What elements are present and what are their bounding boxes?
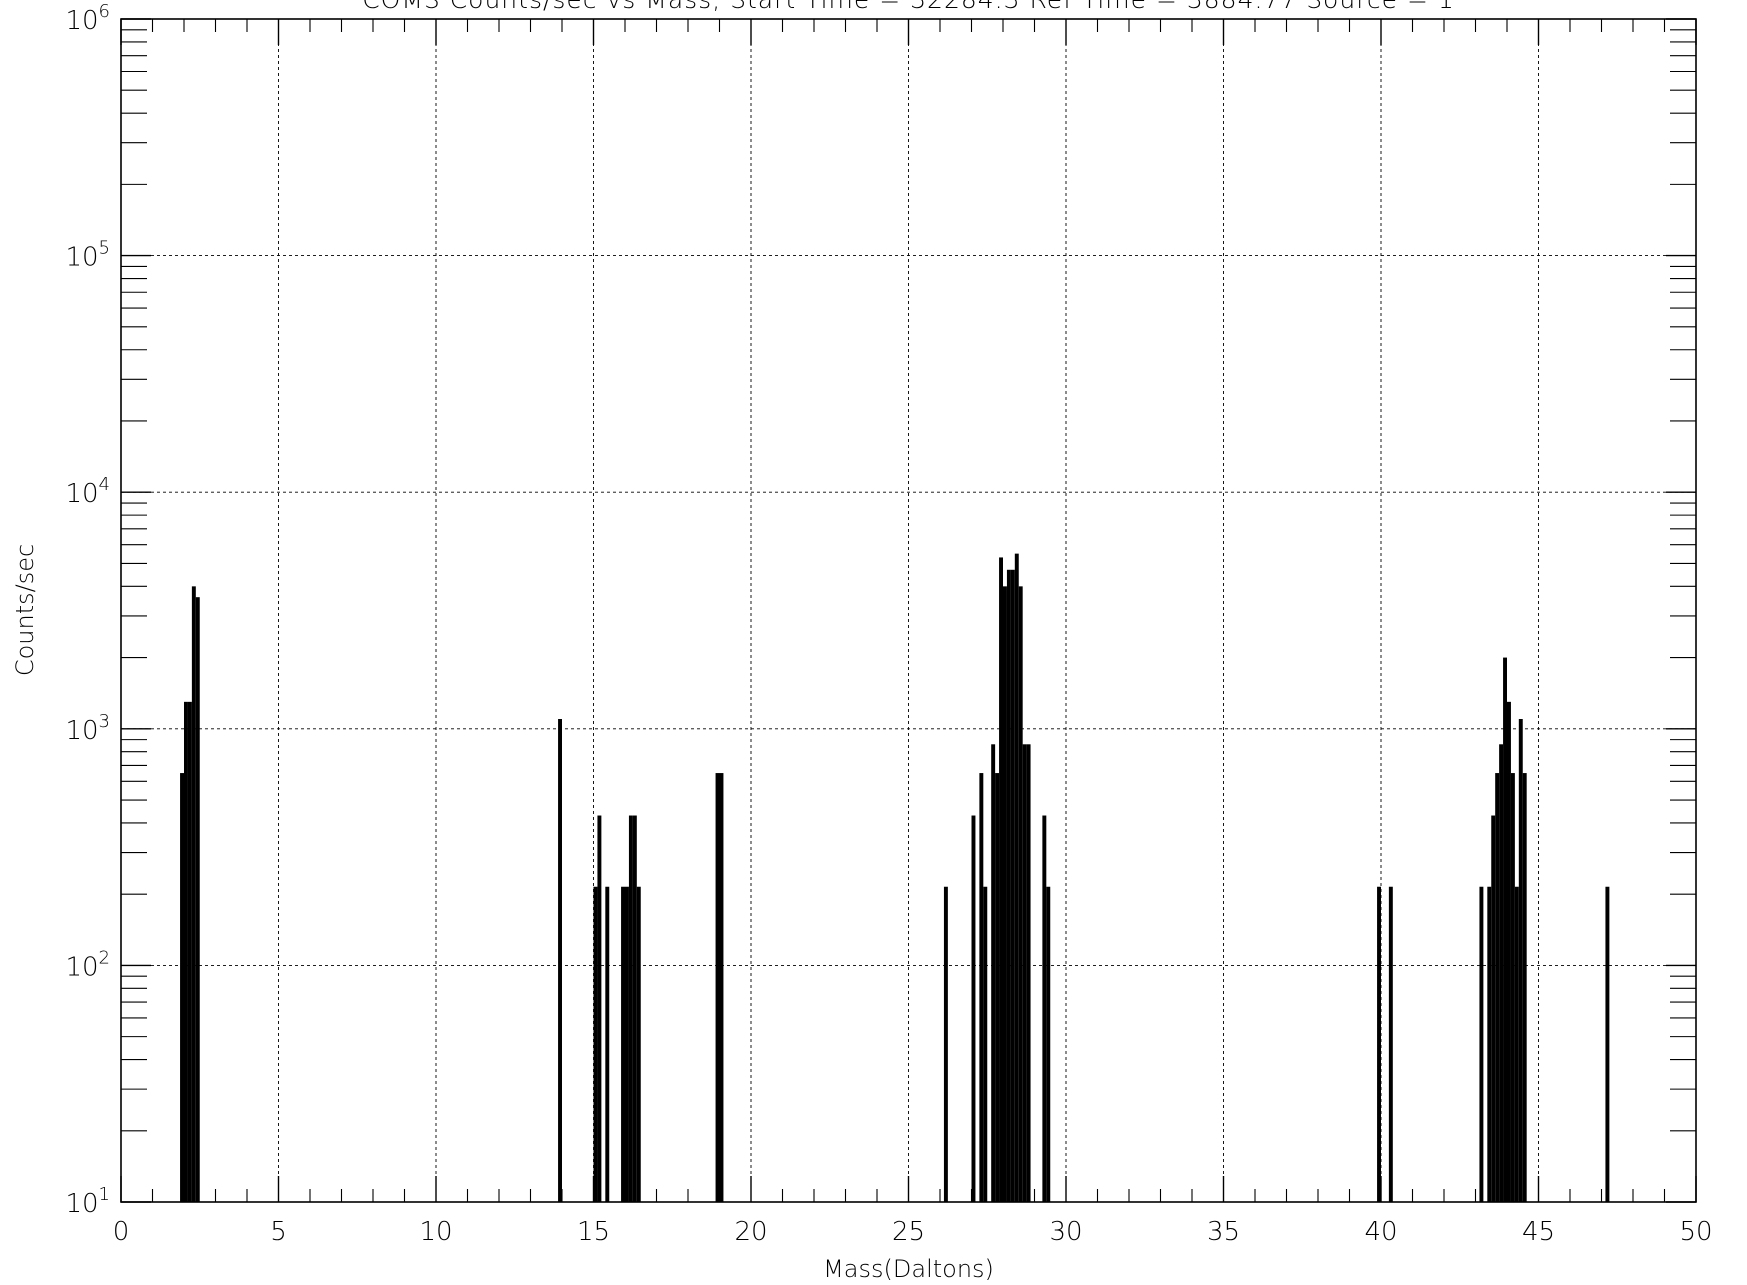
bar — [1510, 773, 1515, 1202]
y-tick-label-exponent: 6 — [99, 1, 110, 22]
y-tick-label: 106 — [65, 1, 110, 36]
x-tick-label: 10 — [419, 1217, 452, 1247]
bar — [983, 886, 988, 1202]
bar-series — [180, 553, 1610, 1202]
bar — [995, 773, 1000, 1202]
bar — [1479, 886, 1484, 1202]
bar — [1042, 815, 1047, 1202]
y-tick-label-base: 10 — [65, 1189, 98, 1219]
bar — [621, 886, 625, 1202]
bar — [1018, 586, 1023, 1202]
bar — [593, 886, 598, 1202]
bar — [180, 773, 184, 1202]
x-tick-label: 45 — [1522, 1217, 1555, 1247]
bar — [1499, 744, 1504, 1202]
bar — [195, 597, 200, 1202]
y-tick-label: 102 — [65, 947, 110, 982]
y-tick-label-exponent: 3 — [99, 711, 110, 732]
x-tick-label: 30 — [1049, 1217, 1082, 1247]
bar — [191, 586, 196, 1202]
bar — [1605, 886, 1610, 1202]
x-axis-title: Mass(Daltons) — [823, 1255, 994, 1283]
bar — [628, 815, 633, 1202]
axis-ticks — [120, 18, 1697, 1203]
bar — [991, 744, 996, 1202]
bar — [715, 773, 720, 1202]
bar — [1022, 744, 1027, 1202]
grid-lines — [121, 19, 1696, 1202]
y-tick-label-base: 10 — [65, 243, 98, 273]
y-tick-label-base: 10 — [65, 479, 98, 509]
bar — [999, 557, 1003, 1202]
bar — [1006, 569, 1011, 1202]
bar — [1487, 886, 1492, 1202]
x-tick-label: 40 — [1364, 1217, 1397, 1247]
chart-title: COMS Counts/sec vs Mass, Start Time = 32… — [362, 0, 1455, 14]
bar — [1046, 886, 1051, 1202]
y-tick-label-exponent: 5 — [99, 238, 110, 259]
bar — [636, 886, 641, 1202]
bar — [1495, 773, 1500, 1202]
y-tick-label-exponent: 2 — [99, 947, 110, 968]
y-axis-title: Counts/sec — [11, 544, 39, 676]
y-tick-label: 103 — [65, 711, 110, 746]
bar — [1522, 773, 1527, 1202]
x-tick-label: 35 — [1207, 1217, 1240, 1247]
x-tick-label: 50 — [1679, 1217, 1712, 1247]
bar — [1518, 719, 1523, 1202]
y-tick-label-base: 10 — [65, 716, 98, 746]
x-tick-label: 5 — [270, 1217, 287, 1247]
bar — [979, 773, 984, 1202]
bar — [187, 701, 192, 1202]
bar — [1514, 886, 1519, 1202]
bar — [943, 886, 948, 1202]
x-tick-label: 20 — [734, 1217, 767, 1247]
y-tick-label-base: 10 — [65, 952, 98, 982]
x-tick-label: 15 — [577, 1217, 610, 1247]
x-tick-label: 0 — [113, 1217, 130, 1247]
bar — [1010, 569, 1015, 1202]
x-tick-label: 25 — [892, 1217, 925, 1247]
y-tick-label-exponent: 1 — [99, 1184, 110, 1205]
bar — [597, 815, 602, 1202]
bar — [719, 773, 724, 1202]
bar — [1377, 886, 1381, 1202]
bar — [1507, 701, 1511, 1202]
bar — [625, 886, 629, 1202]
bar — [1388, 886, 1393, 1202]
y-tick-label-base: 10 — [65, 6, 98, 36]
y-tick-label: 101 — [65, 1184, 110, 1219]
bar — [1003, 586, 1007, 1202]
bar — [558, 719, 562, 1202]
y-tick-label-exponent: 4 — [99, 474, 110, 495]
bar — [605, 886, 610, 1202]
y-tick-label: 105 — [65, 238, 110, 273]
bar — [1491, 815, 1496, 1202]
bar — [1014, 553, 1019, 1202]
plot-frame — [120, 18, 1697, 1203]
bar — [632, 815, 637, 1202]
y-tick-label: 104 — [65, 474, 110, 509]
bar — [971, 815, 976, 1202]
bar — [1503, 657, 1507, 1202]
bar — [184, 701, 188, 1202]
bar — [1026, 744, 1031, 1202]
